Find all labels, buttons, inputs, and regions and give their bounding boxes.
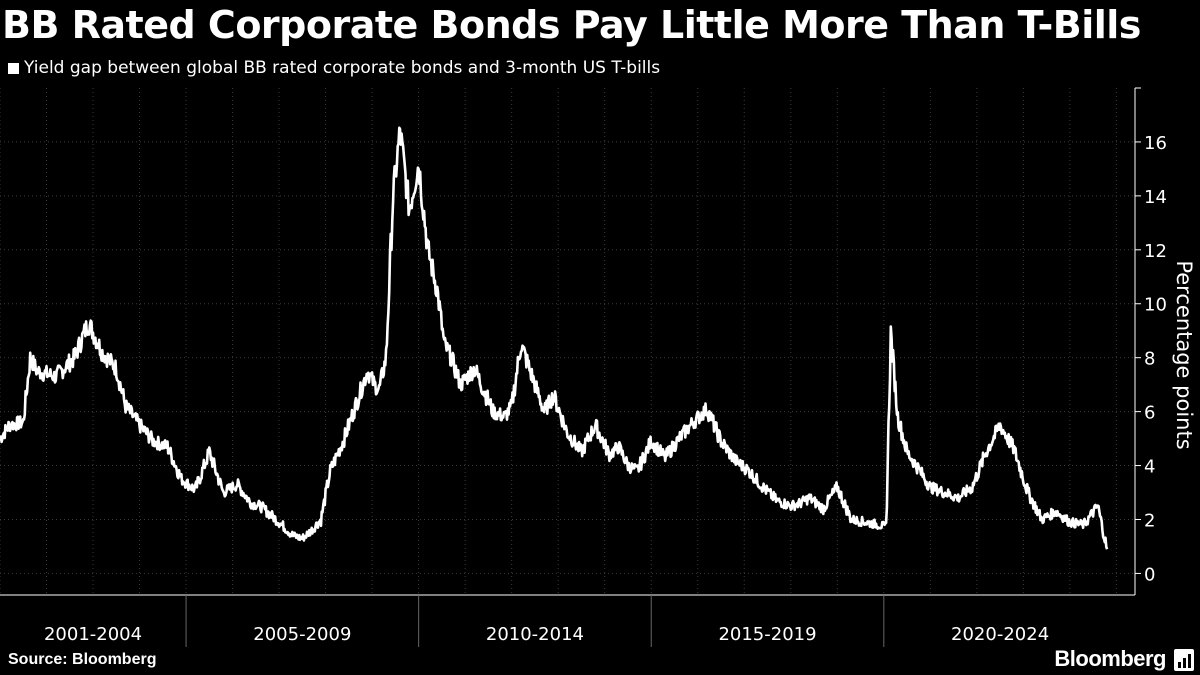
x-category-label-2010-2014: 2010-2014 [486, 624, 584, 645]
grid-lines [0, 88, 1135, 595]
axes [0, 87, 1141, 647]
y-tick-label-2: 2 [1144, 510, 1155, 531]
y-tick-label-0: 0 [1144, 564, 1155, 585]
legend: Yield gap between global BB rated corpor… [8, 58, 660, 78]
chart-title: BB Rated Corporate Bonds Pay Little More… [2, 3, 1141, 47]
x-category-label-2001-2004: 2001-2004 [44, 624, 142, 645]
legend-swatch [8, 62, 19, 74]
y-tick-label-12: 12 [1144, 241, 1167, 262]
x-category-label-2020-2024: 2020-2024 [951, 624, 1049, 645]
legend-label: Yield gap between global BB rated corpor… [24, 58, 661, 78]
y-tick-label-4: 4 [1144, 457, 1155, 478]
source-note: Source: Bloomberg [8, 651, 157, 668]
y-tick-label-16: 16 [1144, 133, 1167, 154]
y-axis-label: Percentage points [1172, 260, 1196, 449]
x-category-label-2005-2009: 2005-2009 [253, 624, 351, 645]
y-tick-label-6: 6 [1144, 403, 1155, 424]
y-tick-label-10: 10 [1144, 295, 1167, 316]
y-tick-label-8: 8 [1144, 349, 1155, 370]
y-tick-label-14: 14 [1144, 187, 1167, 208]
x-category-label-2015-2019: 2015-2019 [718, 624, 816, 645]
tick-labels: 0 2 4 6 8 10 12 14 16 2001-2004 2005-2009 2010-2014… [44, 133, 1167, 645]
series-line-yield-gap [0, 126, 1109, 550]
bloomberg-badge-icon [1174, 649, 1194, 671]
bloomberg-logo: Bloomberg [1054, 646, 1166, 671]
